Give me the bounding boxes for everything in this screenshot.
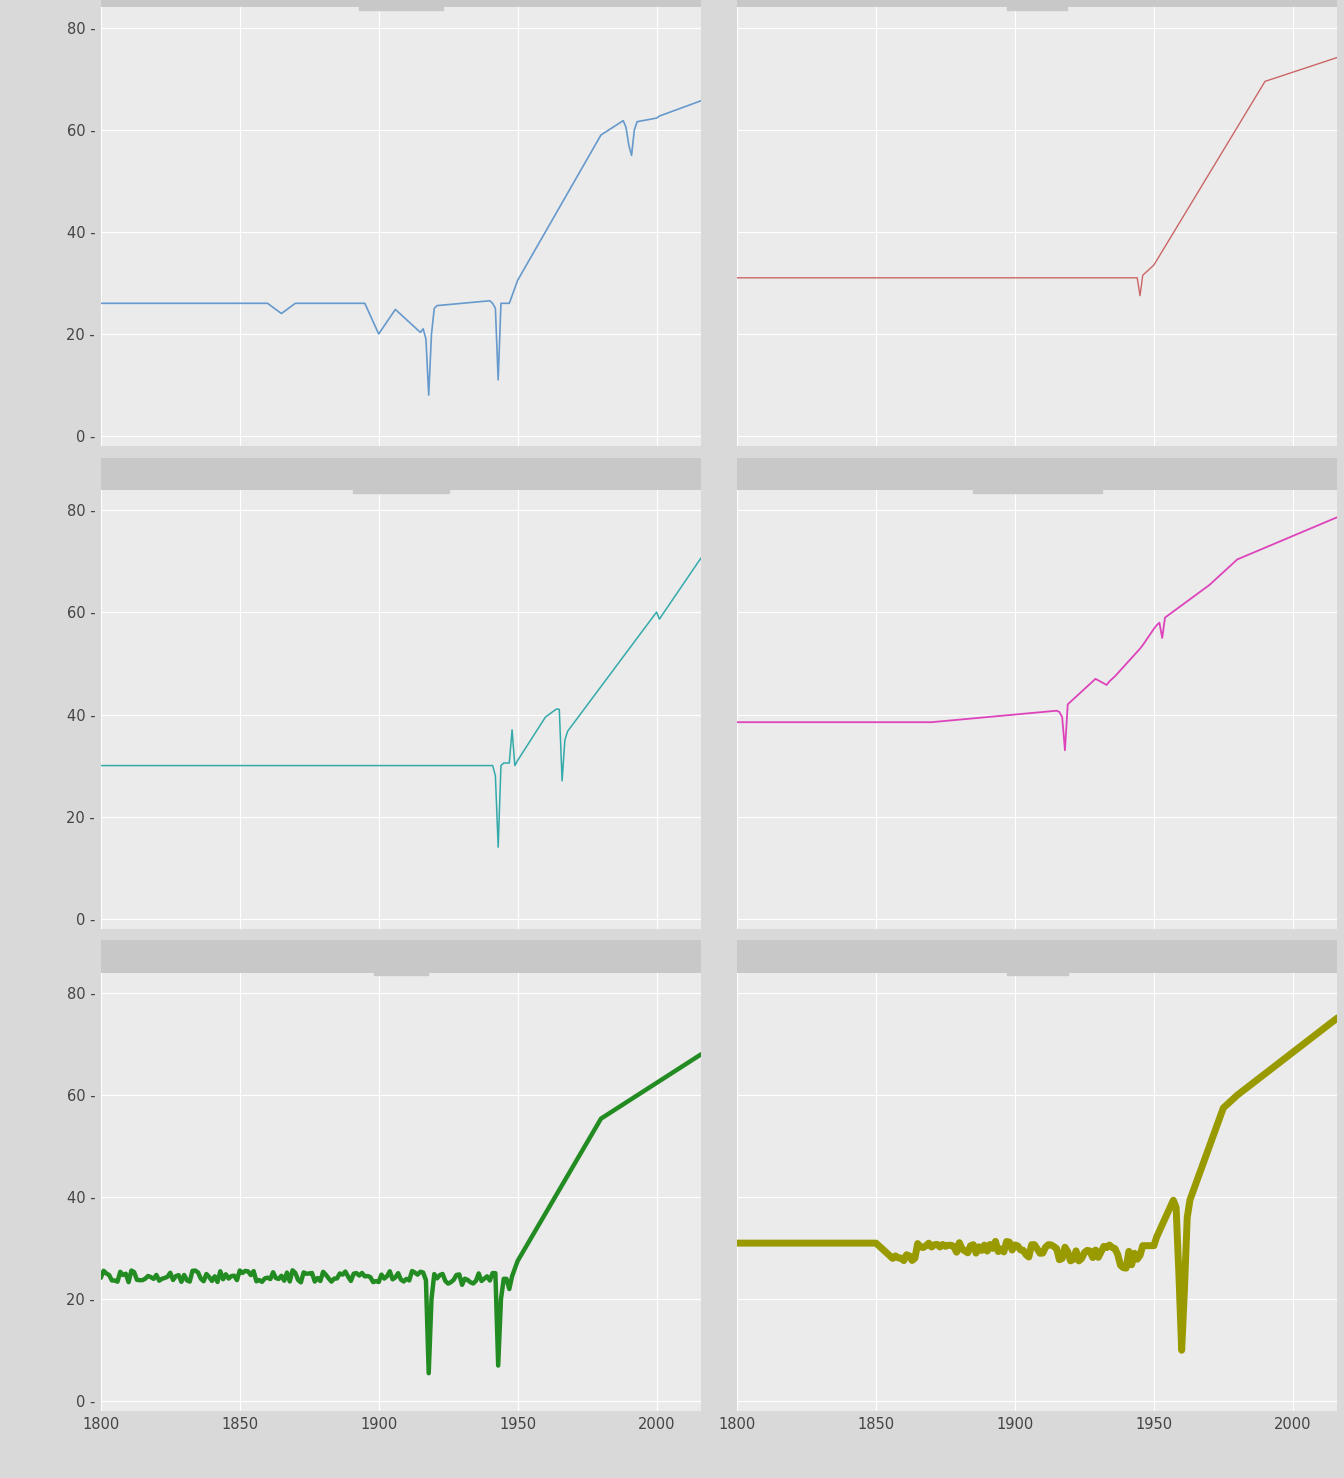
Text: China: China [1012,955,1062,973]
Text: Pakistan: Pakistan [364,0,437,7]
Title: Pakistan: Pakistan [364,0,437,4]
Title: India: India [379,952,422,970]
Text: India: India [379,955,422,973]
Title: United States: United States [978,469,1097,488]
Text: United States: United States [978,471,1097,491]
Title: Brazil: Brazil [1013,0,1062,4]
Text: Brazil: Brazil [1013,0,1062,7]
Title: Indonesia: Indonesia [359,469,444,488]
Title: China: China [1012,952,1062,970]
Text: Indonesia: Indonesia [359,471,444,491]
